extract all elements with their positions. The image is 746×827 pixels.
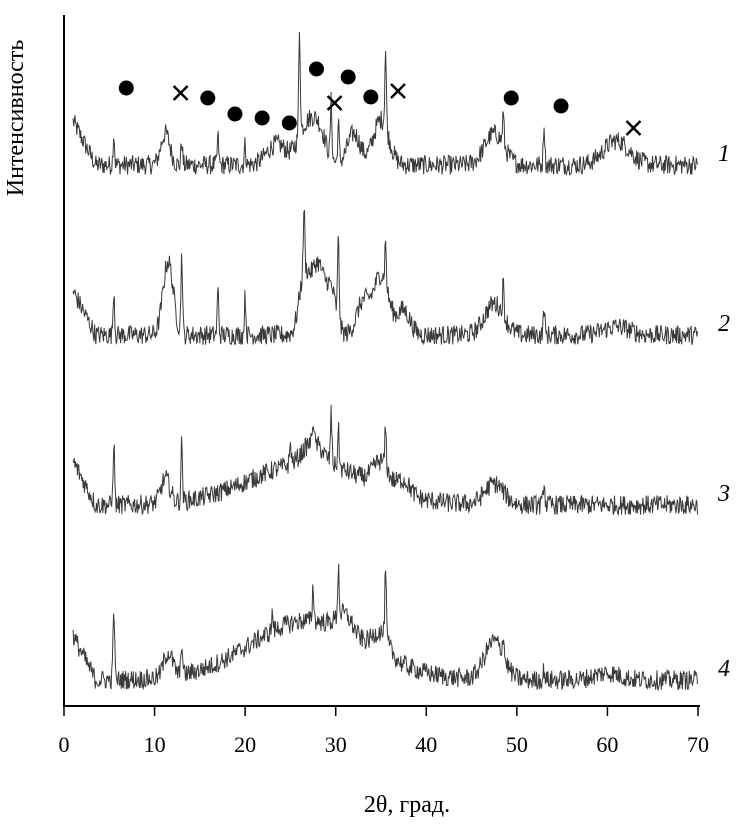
cross-marker (390, 83, 406, 99)
curve-labels: 1 2 3 4 (717, 141, 730, 682)
x-tick-label: 40 (415, 732, 437, 757)
curve-label-1: 1 (718, 141, 730, 167)
circle-marker (227, 106, 243, 122)
x-axis-title: 2θ, град. (364, 792, 450, 818)
curve-label-2: 2 (718, 311, 730, 337)
x-ticks: 0 10 20 30 40 50 60 70 (59, 706, 709, 757)
circle-marker (254, 110, 270, 126)
x-tick-label: 10 (144, 732, 166, 757)
cross-marker (625, 120, 642, 136)
diffraction-traces (72, 31, 698, 692)
circle-marker (340, 69, 356, 85)
curve-label-4: 4 (718, 656, 730, 682)
y-axis-title: Интенсивность (3, 40, 29, 197)
circle-marker (503, 90, 519, 106)
x-tick-label: 60 (596, 732, 618, 757)
circle-marker (363, 89, 379, 105)
trace-4 (72, 563, 698, 692)
circle-marker (200, 90, 216, 106)
cross-marker (326, 95, 343, 111)
cross-marker (172, 85, 189, 101)
circle-marker (281, 115, 297, 131)
trace-3 (72, 404, 698, 516)
x-tick-label: 70 (687, 732, 709, 757)
circle-marker (553, 98, 569, 114)
x-tick-label: 20 (234, 732, 256, 757)
trace-1 (72, 31, 698, 177)
trace-2 (72, 209, 698, 346)
circle-marker (118, 80, 134, 96)
x-tick-label: 50 (506, 732, 528, 757)
phase-markers (118, 61, 642, 136)
curve-label-3: 3 (717, 481, 730, 507)
x-tick-label: 0 (59, 732, 70, 757)
x-tick-label: 30 (325, 732, 347, 757)
circle-marker (308, 61, 324, 77)
